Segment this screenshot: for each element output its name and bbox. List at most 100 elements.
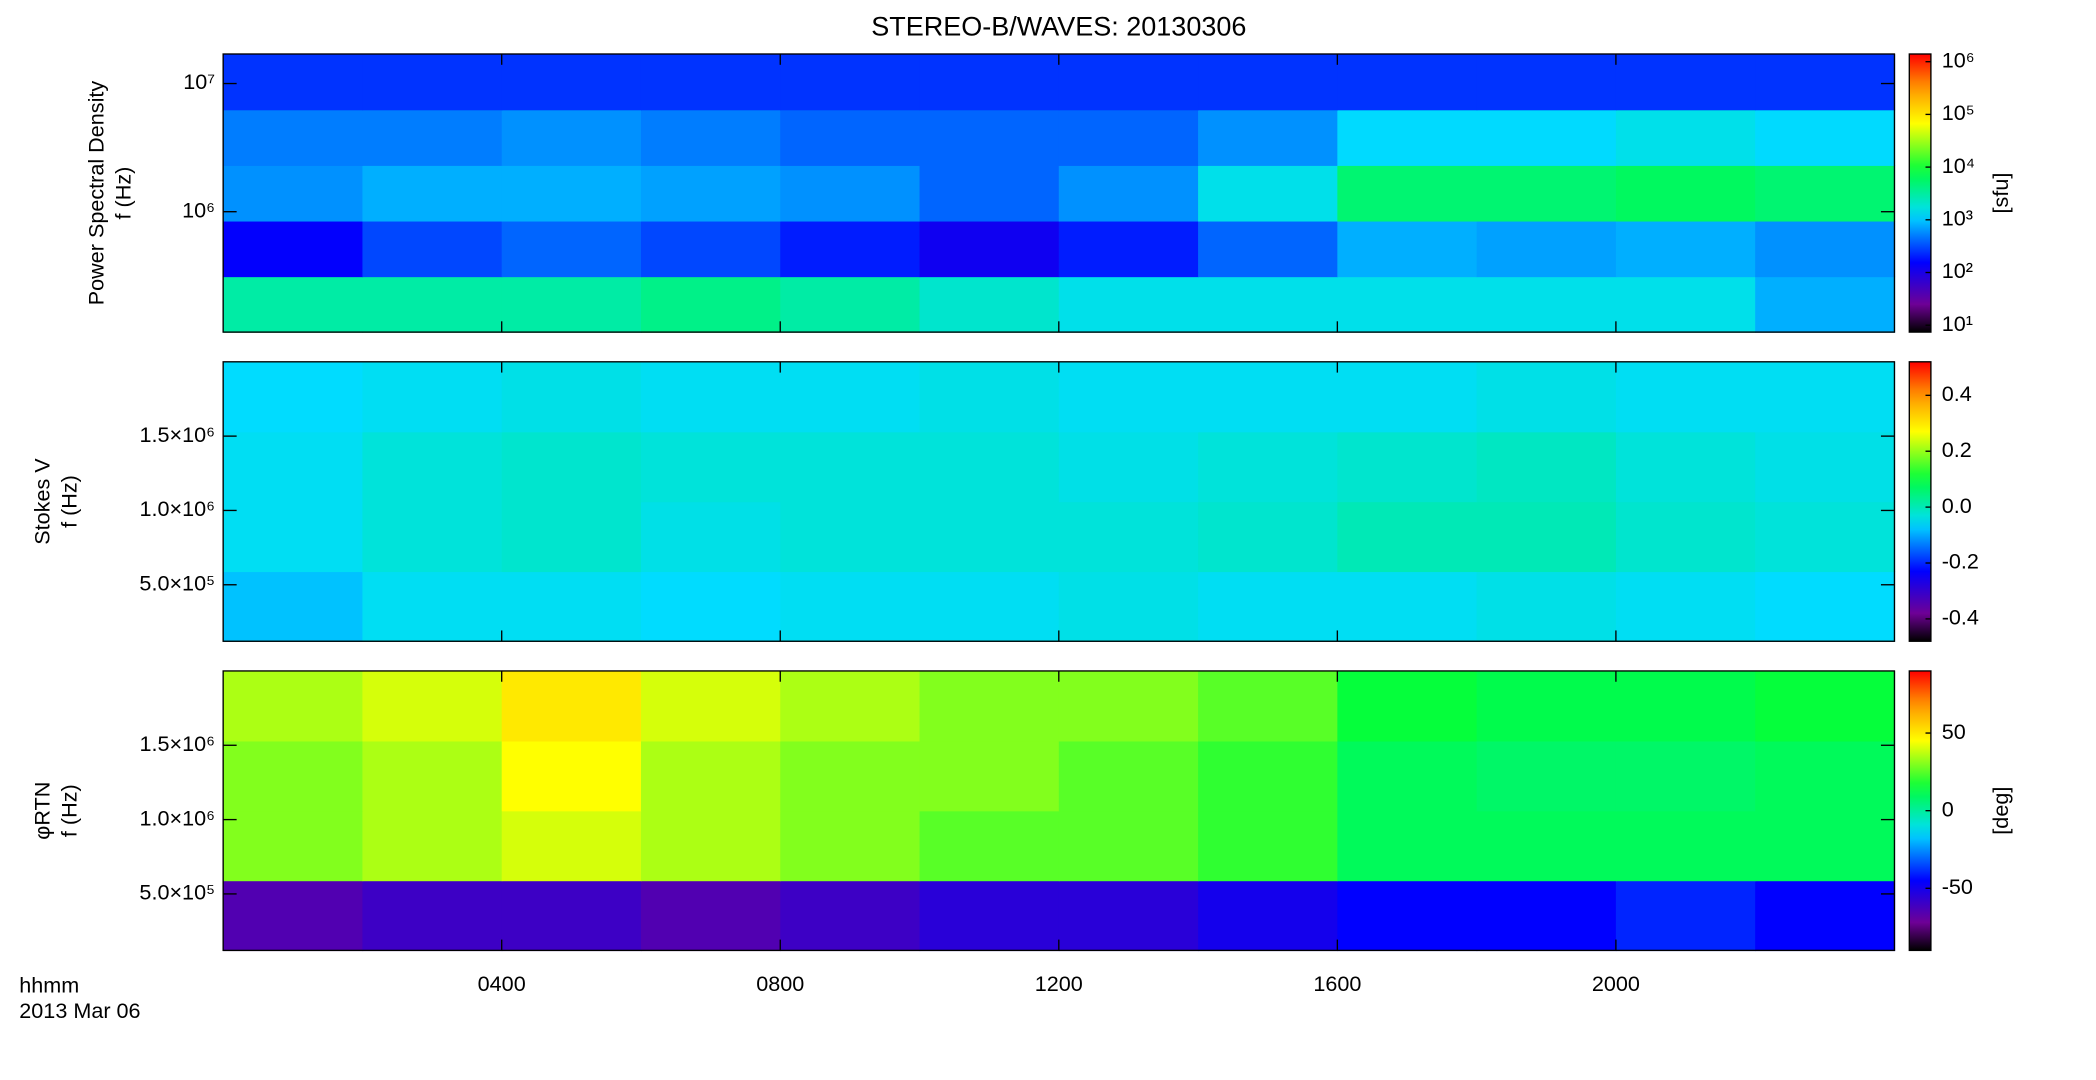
heatmap-cell bbox=[1755, 501, 1896, 573]
heatmap-cell bbox=[1476, 165, 1617, 222]
y-axis-label: f (Hz) bbox=[56, 475, 81, 528]
colorbar-tick-label: -50 bbox=[1942, 874, 1973, 899]
heatmap-cell bbox=[1337, 109, 1478, 166]
heatmap-cell bbox=[1198, 276, 1339, 333]
heatmap-cell bbox=[501, 571, 642, 642]
heatmap-cell bbox=[1476, 109, 1617, 166]
heatmap-cell bbox=[223, 431, 364, 503]
heatmap-cell bbox=[223, 361, 364, 433]
heatmap-cell bbox=[640, 220, 781, 278]
heatmap-cell bbox=[1755, 740, 1896, 812]
y-axis-label: f (Hz) bbox=[56, 784, 81, 837]
heatmap-cell bbox=[1058, 361, 1199, 433]
heatmap-cell bbox=[640, 810, 781, 882]
y-tick-label: 1.0×10⁶ bbox=[140, 496, 216, 521]
heatmap-cell bbox=[362, 109, 503, 166]
heatmap-cell bbox=[1755, 54, 1896, 111]
y-tick-label: 10⁶ bbox=[182, 197, 215, 222]
chart-title: STEREO-B/WAVES: 20130306 bbox=[871, 11, 1246, 41]
heatmap-cell bbox=[223, 165, 364, 222]
heatmap-cell bbox=[1337, 361, 1478, 433]
heatmap-cell bbox=[1476, 880, 1617, 952]
y-axis-label: φRTN bbox=[29, 782, 54, 840]
heatmap-cell bbox=[223, 109, 364, 166]
y-axis-label: f (Hz) bbox=[110, 167, 135, 220]
heatmap-cell bbox=[640, 670, 781, 742]
heatmap-cell bbox=[1198, 109, 1339, 166]
heatmap-cell bbox=[1615, 361, 1756, 433]
colorbar-tick-label: 10⁵ bbox=[1942, 100, 1975, 125]
heatmap-cell bbox=[780, 220, 921, 278]
colorbar-tick-label: 10⁶ bbox=[1942, 47, 1975, 72]
heatmap-cell bbox=[919, 810, 1060, 882]
heatmap-cell bbox=[501, 54, 642, 111]
heatmap-cell bbox=[1198, 165, 1339, 222]
colorbar-tick-label: 0.2 bbox=[1942, 437, 1972, 462]
heatmap-cell bbox=[1058, 571, 1199, 642]
heatmap-cell bbox=[501, 431, 642, 503]
x-tick-label: 1200 bbox=[1035, 971, 1083, 996]
heatmap-cell bbox=[1058, 276, 1199, 333]
heatmap-cell bbox=[1755, 810, 1896, 882]
heatmap-cell bbox=[919, 431, 1060, 503]
heatmap-cell bbox=[1058, 54, 1199, 111]
heatmap-cell bbox=[362, 431, 503, 503]
heatmap-cell bbox=[780, 571, 921, 642]
heatmap-cell bbox=[362, 670, 503, 742]
heatmap-cell bbox=[780, 880, 921, 952]
heatmap-cell bbox=[1615, 431, 1756, 503]
heatmap-cell bbox=[640, 740, 781, 812]
heatmap-cell bbox=[1476, 276, 1617, 333]
heatmap-cell bbox=[780, 109, 921, 166]
heatmap-cell bbox=[1476, 571, 1617, 642]
heatmap-cell bbox=[919, 165, 1060, 222]
heatmap-cell bbox=[1198, 220, 1339, 278]
heatmap-cell bbox=[501, 276, 642, 333]
heatmap-cell bbox=[362, 276, 503, 333]
heatmap-cell bbox=[1198, 740, 1339, 812]
heatmap-cell bbox=[640, 431, 781, 503]
heatmap-cell bbox=[362, 361, 503, 433]
heatmap-cell bbox=[1198, 501, 1339, 573]
heatmap-cell bbox=[1615, 880, 1756, 952]
heatmap-cell bbox=[919, 501, 1060, 573]
heatmap-cell bbox=[223, 54, 364, 111]
heatmap-cell bbox=[1755, 361, 1896, 433]
y-axis-label: Power Spectral Density bbox=[83, 81, 108, 306]
heatmap-cell bbox=[223, 571, 364, 642]
heatmap-cell bbox=[1058, 740, 1199, 812]
x-tick-label: 2000 bbox=[1592, 971, 1640, 996]
heatmap-cell bbox=[1615, 571, 1756, 642]
heatmap-cell bbox=[1755, 571, 1896, 642]
y-tick-label: 5.0×10⁵ bbox=[139, 880, 215, 905]
heatmap-cell bbox=[1755, 431, 1896, 503]
heatmap-cell bbox=[1615, 740, 1756, 812]
heatmap-cell bbox=[640, 880, 781, 952]
heatmap-cell bbox=[1615, 220, 1756, 278]
heatmap-cell bbox=[1058, 880, 1199, 952]
colorbar-tick-label: 0.0 bbox=[1942, 493, 1972, 518]
heatmap-cell bbox=[1198, 431, 1339, 503]
heatmap-cell bbox=[1337, 571, 1478, 642]
colorbar-tick-label: 10¹ bbox=[1942, 311, 1973, 336]
heatmap-cell bbox=[1755, 276, 1896, 333]
heatmap-cell bbox=[1615, 165, 1756, 222]
heatmap-cell bbox=[1337, 740, 1478, 812]
heatmap-cell bbox=[919, 54, 1060, 111]
heatmap-cell bbox=[1198, 810, 1339, 882]
heatmap-cell bbox=[1058, 109, 1199, 166]
heatmap-cell bbox=[362, 501, 503, 573]
heatmap-cell bbox=[640, 276, 781, 333]
heatmap-cell bbox=[1058, 220, 1199, 278]
heatmap-cell bbox=[1615, 810, 1756, 882]
heatmap-cell bbox=[362, 54, 503, 111]
heatmap-cell bbox=[640, 571, 781, 642]
heatmap-cell bbox=[1337, 276, 1478, 333]
heatmap-cell bbox=[501, 165, 642, 222]
heatmap-cell bbox=[780, 431, 921, 503]
heatmap-cell bbox=[1615, 501, 1756, 573]
heatmap-cell bbox=[1476, 431, 1617, 503]
heatmap-cell bbox=[362, 880, 503, 952]
heatmap-cell bbox=[501, 740, 642, 812]
heatmap-cell bbox=[780, 810, 921, 882]
